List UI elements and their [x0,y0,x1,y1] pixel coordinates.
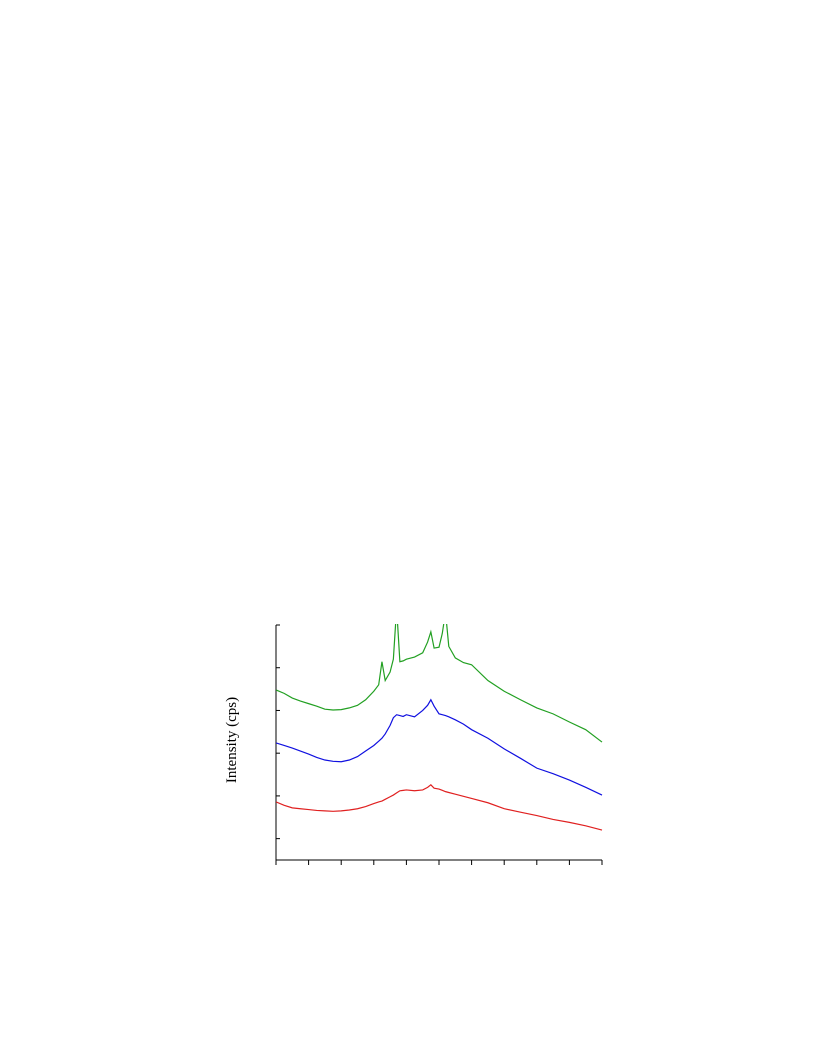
y-axis-label: Intensity (cps) [224,697,240,783]
data-line [276,624,603,743]
data-line [276,783,603,831]
data-line [276,698,603,796]
